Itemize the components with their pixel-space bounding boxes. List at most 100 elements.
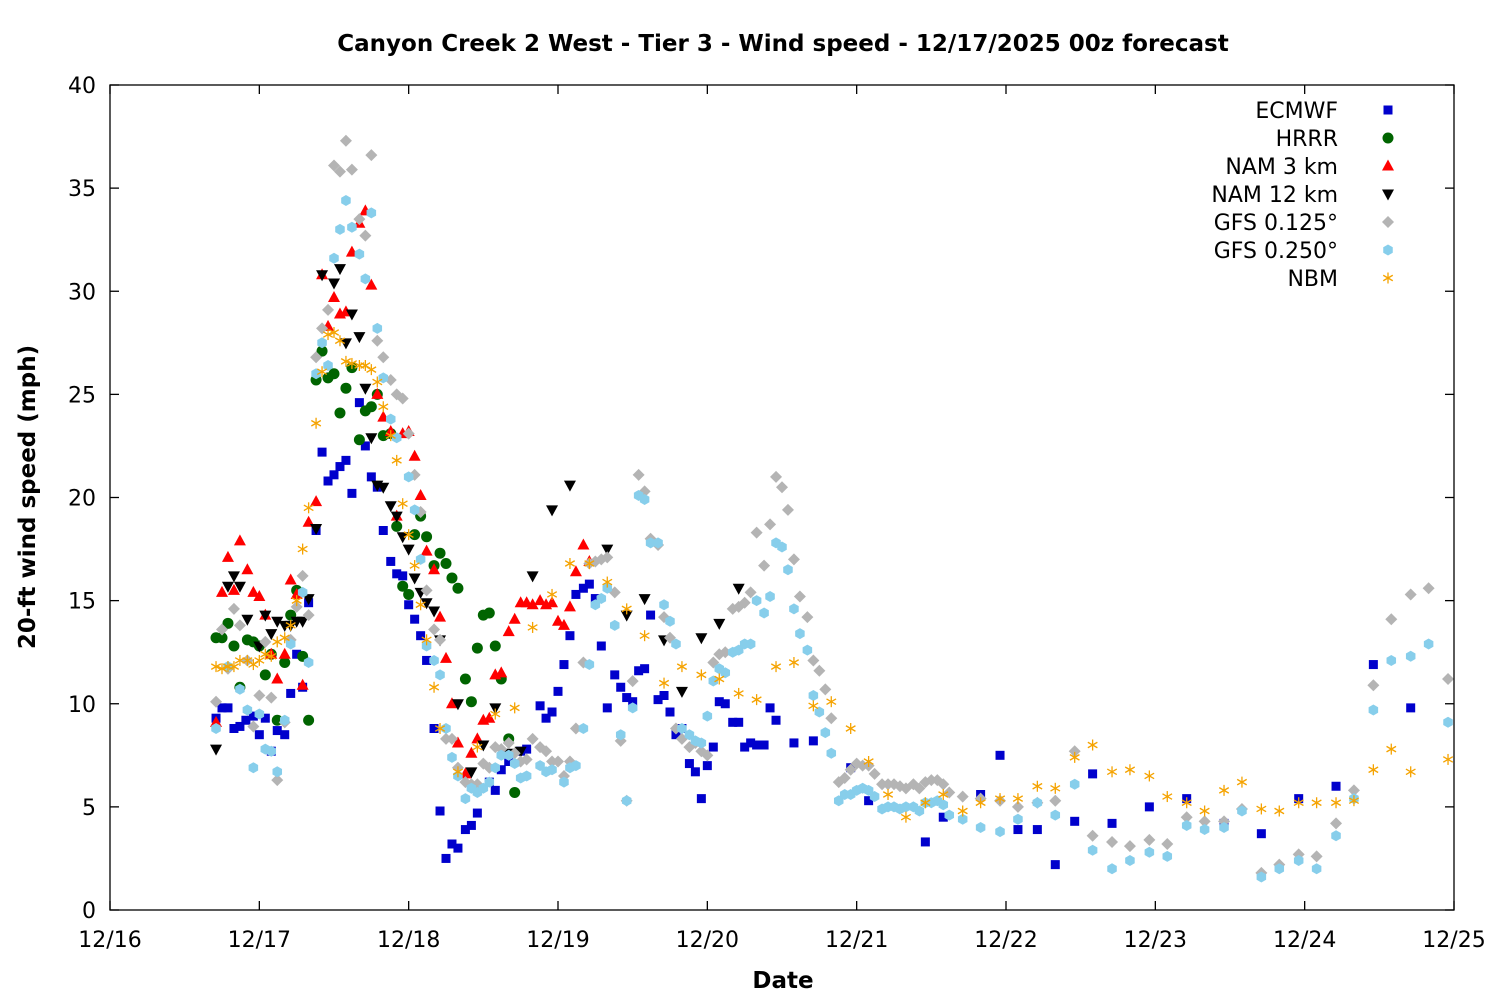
data-point-nbm — [1218, 784, 1230, 796]
data-point-hrrr — [216, 632, 228, 644]
data-point-gfs-0-250 — [584, 659, 595, 671]
data-point-gfs-0-125 — [793, 590, 806, 603]
y-axis-label: 20-ft wind speed (mph) — [15, 345, 41, 649]
data-point-gfs-0-250 — [421, 640, 432, 652]
data-point-ecmwf — [522, 744, 532, 754]
data-point-gfs-0-250 — [1107, 863, 1117, 875]
data-point-gfs-0-125 — [1143, 833, 1156, 846]
data-point-nbm — [602, 576, 613, 588]
data-point-nam-3-km — [284, 573, 297, 585]
data-point-gfs-0-125 — [259, 635, 272, 648]
data-point-ecmwf — [690, 767, 700, 777]
data-point-ecmwf — [447, 839, 457, 849]
legend-label: NBM — [1287, 267, 1338, 292]
data-point-gfs-0-250 — [1125, 855, 1135, 866]
data-point-ecmwf — [472, 808, 482, 818]
data-point-ecmwf — [547, 707, 557, 717]
data-point-gfs-0-125 — [526, 732, 539, 745]
data-point-nam-3-km — [296, 678, 309, 690]
data-point-ecmwf — [392, 569, 402, 579]
data-point-gfs-0-250 — [777, 541, 787, 553]
data-point-ecmwf — [938, 812, 948, 822]
data-point-gfs-0-250 — [484, 776, 495, 788]
data-point-gfs-0-250 — [621, 795, 632, 807]
data-point-gfs-0-125 — [937, 778, 950, 791]
data-point-gfs-0-125 — [316, 322, 329, 335]
x-tick-label: 12/24 — [1273, 928, 1336, 953]
data-point-gfs-0-250 — [415, 553, 426, 565]
data-point-hrrr — [259, 669, 271, 681]
data-point-hrrr — [452, 582, 464, 594]
data-point-ecmwf — [354, 398, 364, 408]
data-point-nam-3-km — [371, 387, 384, 399]
data-point-nam-12-km — [601, 544, 614, 556]
data-point-nam-3-km — [210, 715, 223, 727]
legend-label: HRRR — [1276, 127, 1338, 152]
data-point-ecmwf — [504, 757, 514, 766]
data-point-ecmwf — [995, 750, 1005, 760]
data-point-gfs-0-125 — [764, 518, 777, 531]
data-point-nam-3-km — [216, 585, 228, 597]
data-point-nam-3-km — [495, 666, 508, 678]
data-point-ecmwf — [640, 664, 650, 674]
data-point-nam-12-km — [732, 583, 745, 595]
data-point-gfs-0-125 — [1049, 794, 1062, 807]
data-point-gfs-0-125 — [216, 623, 228, 636]
data-point-gfs-0-125 — [701, 749, 714, 762]
y-tick-label: 5 — [82, 796, 96, 821]
data-point-ecmwf — [229, 724, 239, 733]
data-point-nam-3-km — [221, 550, 234, 562]
data-point-nam-3-km — [247, 585, 260, 597]
data-point-hrrr — [316, 345, 328, 357]
data-point-nbm — [316, 366, 328, 378]
data-point-gfs-0-250 — [808, 690, 819, 701]
data-point-gfs-0-250 — [1423, 638, 1434, 650]
data-point-gfs-0-250 — [814, 706, 825, 718]
data-point-nbm — [216, 663, 228, 675]
data-point-gfs-0-125 — [744, 586, 757, 599]
data-point-gfs-0-125 — [520, 753, 533, 766]
data-point-gfs-0-250 — [1032, 797, 1043, 809]
data-point-gfs-0-125 — [807, 654, 820, 667]
data-point-ecmwf — [634, 666, 644, 676]
data-point-gfs-0-250 — [820, 727, 831, 739]
data-point-gfs-0-250 — [303, 657, 314, 668]
data-point-ecmwf — [578, 583, 588, 593]
data-point-gfs-0-250 — [665, 615, 675, 627]
data-point-ecmwf — [746, 738, 756, 748]
x-axis-label: Date — [752, 968, 813, 994]
data-point-nbm — [1256, 803, 1267, 815]
data-point-gfs-0-125 — [445, 732, 458, 745]
x-tick-label: 12/19 — [526, 928, 589, 953]
data-point-gfs-0-250 — [645, 537, 656, 549]
data-point-gfs-0-250 — [833, 795, 844, 807]
data-point-gfs-0-250 — [1443, 716, 1453, 728]
data-point-nam-3-km — [328, 290, 340, 302]
data-point-gfs-0-125 — [302, 609, 315, 622]
data-point-gfs-0-125 — [758, 559, 771, 572]
data-point-ecmwf — [616, 682, 626, 692]
data-point-ecmwf — [665, 707, 675, 717]
data-point-ecmwf — [254, 730, 264, 740]
data-point-nbm — [297, 543, 308, 555]
data-point-nam-12-km — [514, 746, 527, 758]
data-point-nam-12-km — [233, 581, 246, 593]
data-point-gfs-0-125 — [844, 763, 857, 776]
data-point-hrrr — [340, 382, 352, 394]
data-point-gfs-0-250 — [1331, 830, 1341, 842]
data-point-gfs-0-250 — [391, 432, 402, 444]
data-point-gfs-0-125 — [428, 623, 441, 636]
data-point-ecmwf — [696, 794, 706, 804]
data-point-gfs-0-250 — [385, 413, 396, 425]
data-point-gfs-0-125 — [540, 745, 553, 758]
data-point-gfs-0-250 — [1368, 704, 1379, 716]
data-point-ecmwf — [771, 715, 781, 725]
data-point-ecmwf — [235, 721, 245, 731]
data-point-nbm — [397, 498, 408, 510]
data-point-nbm — [1181, 797, 1192, 809]
data-point-nbm — [409, 560, 420, 572]
data-point-gfs-0-250 — [627, 702, 638, 714]
data-point-gfs-0-250 — [478, 782, 489, 794]
data-point-nbm — [210, 661, 222, 673]
data-point-nam-12-km — [384, 501, 397, 513]
